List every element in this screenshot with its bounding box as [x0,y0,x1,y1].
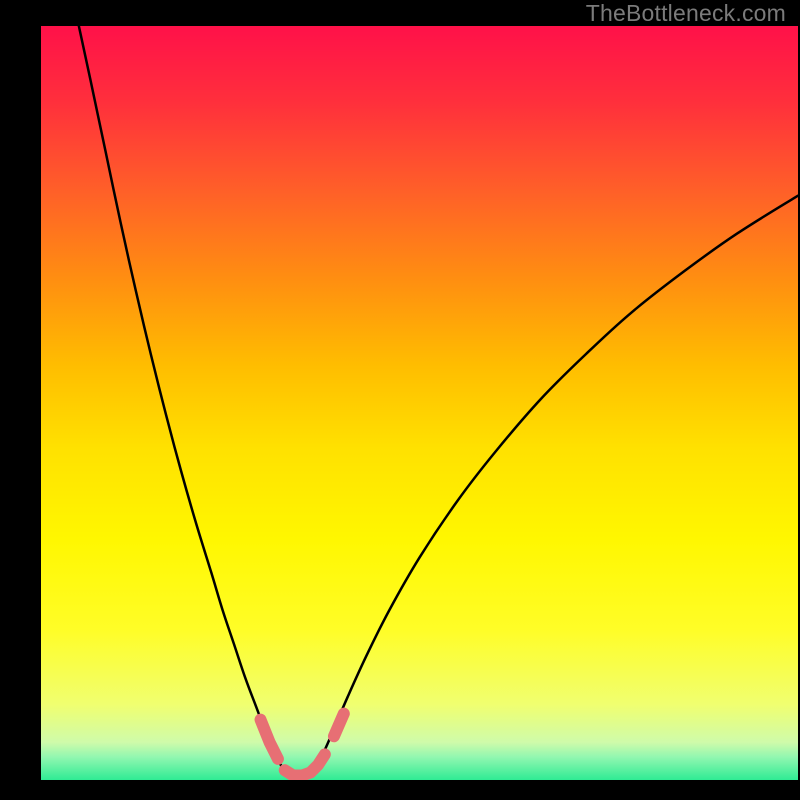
plot-area [41,26,798,780]
chart-container: TheBottleneck.com [0,0,800,800]
watermark-text: TheBottleneck.com [586,0,786,27]
gradient-background [41,26,798,780]
bottleneck-curve-chart [41,26,798,780]
